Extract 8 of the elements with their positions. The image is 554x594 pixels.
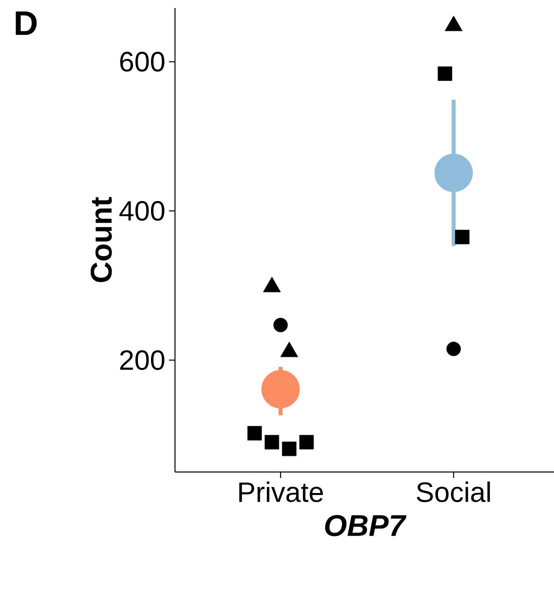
y-axis-title: Count bbox=[90, 197, 112, 282]
y-tick-label: 200 bbox=[120, 350, 164, 370]
x-tick-label: Social bbox=[416, 482, 490, 502]
y-tick-label: 600 bbox=[120, 52, 164, 72]
y-tick-label: 400 bbox=[119, 201, 164, 221]
x-tick-label: Private bbox=[239, 482, 323, 502]
x-axis-title: OBP7 bbox=[325, 514, 407, 536]
text: D bbox=[16, 12, 37, 35]
